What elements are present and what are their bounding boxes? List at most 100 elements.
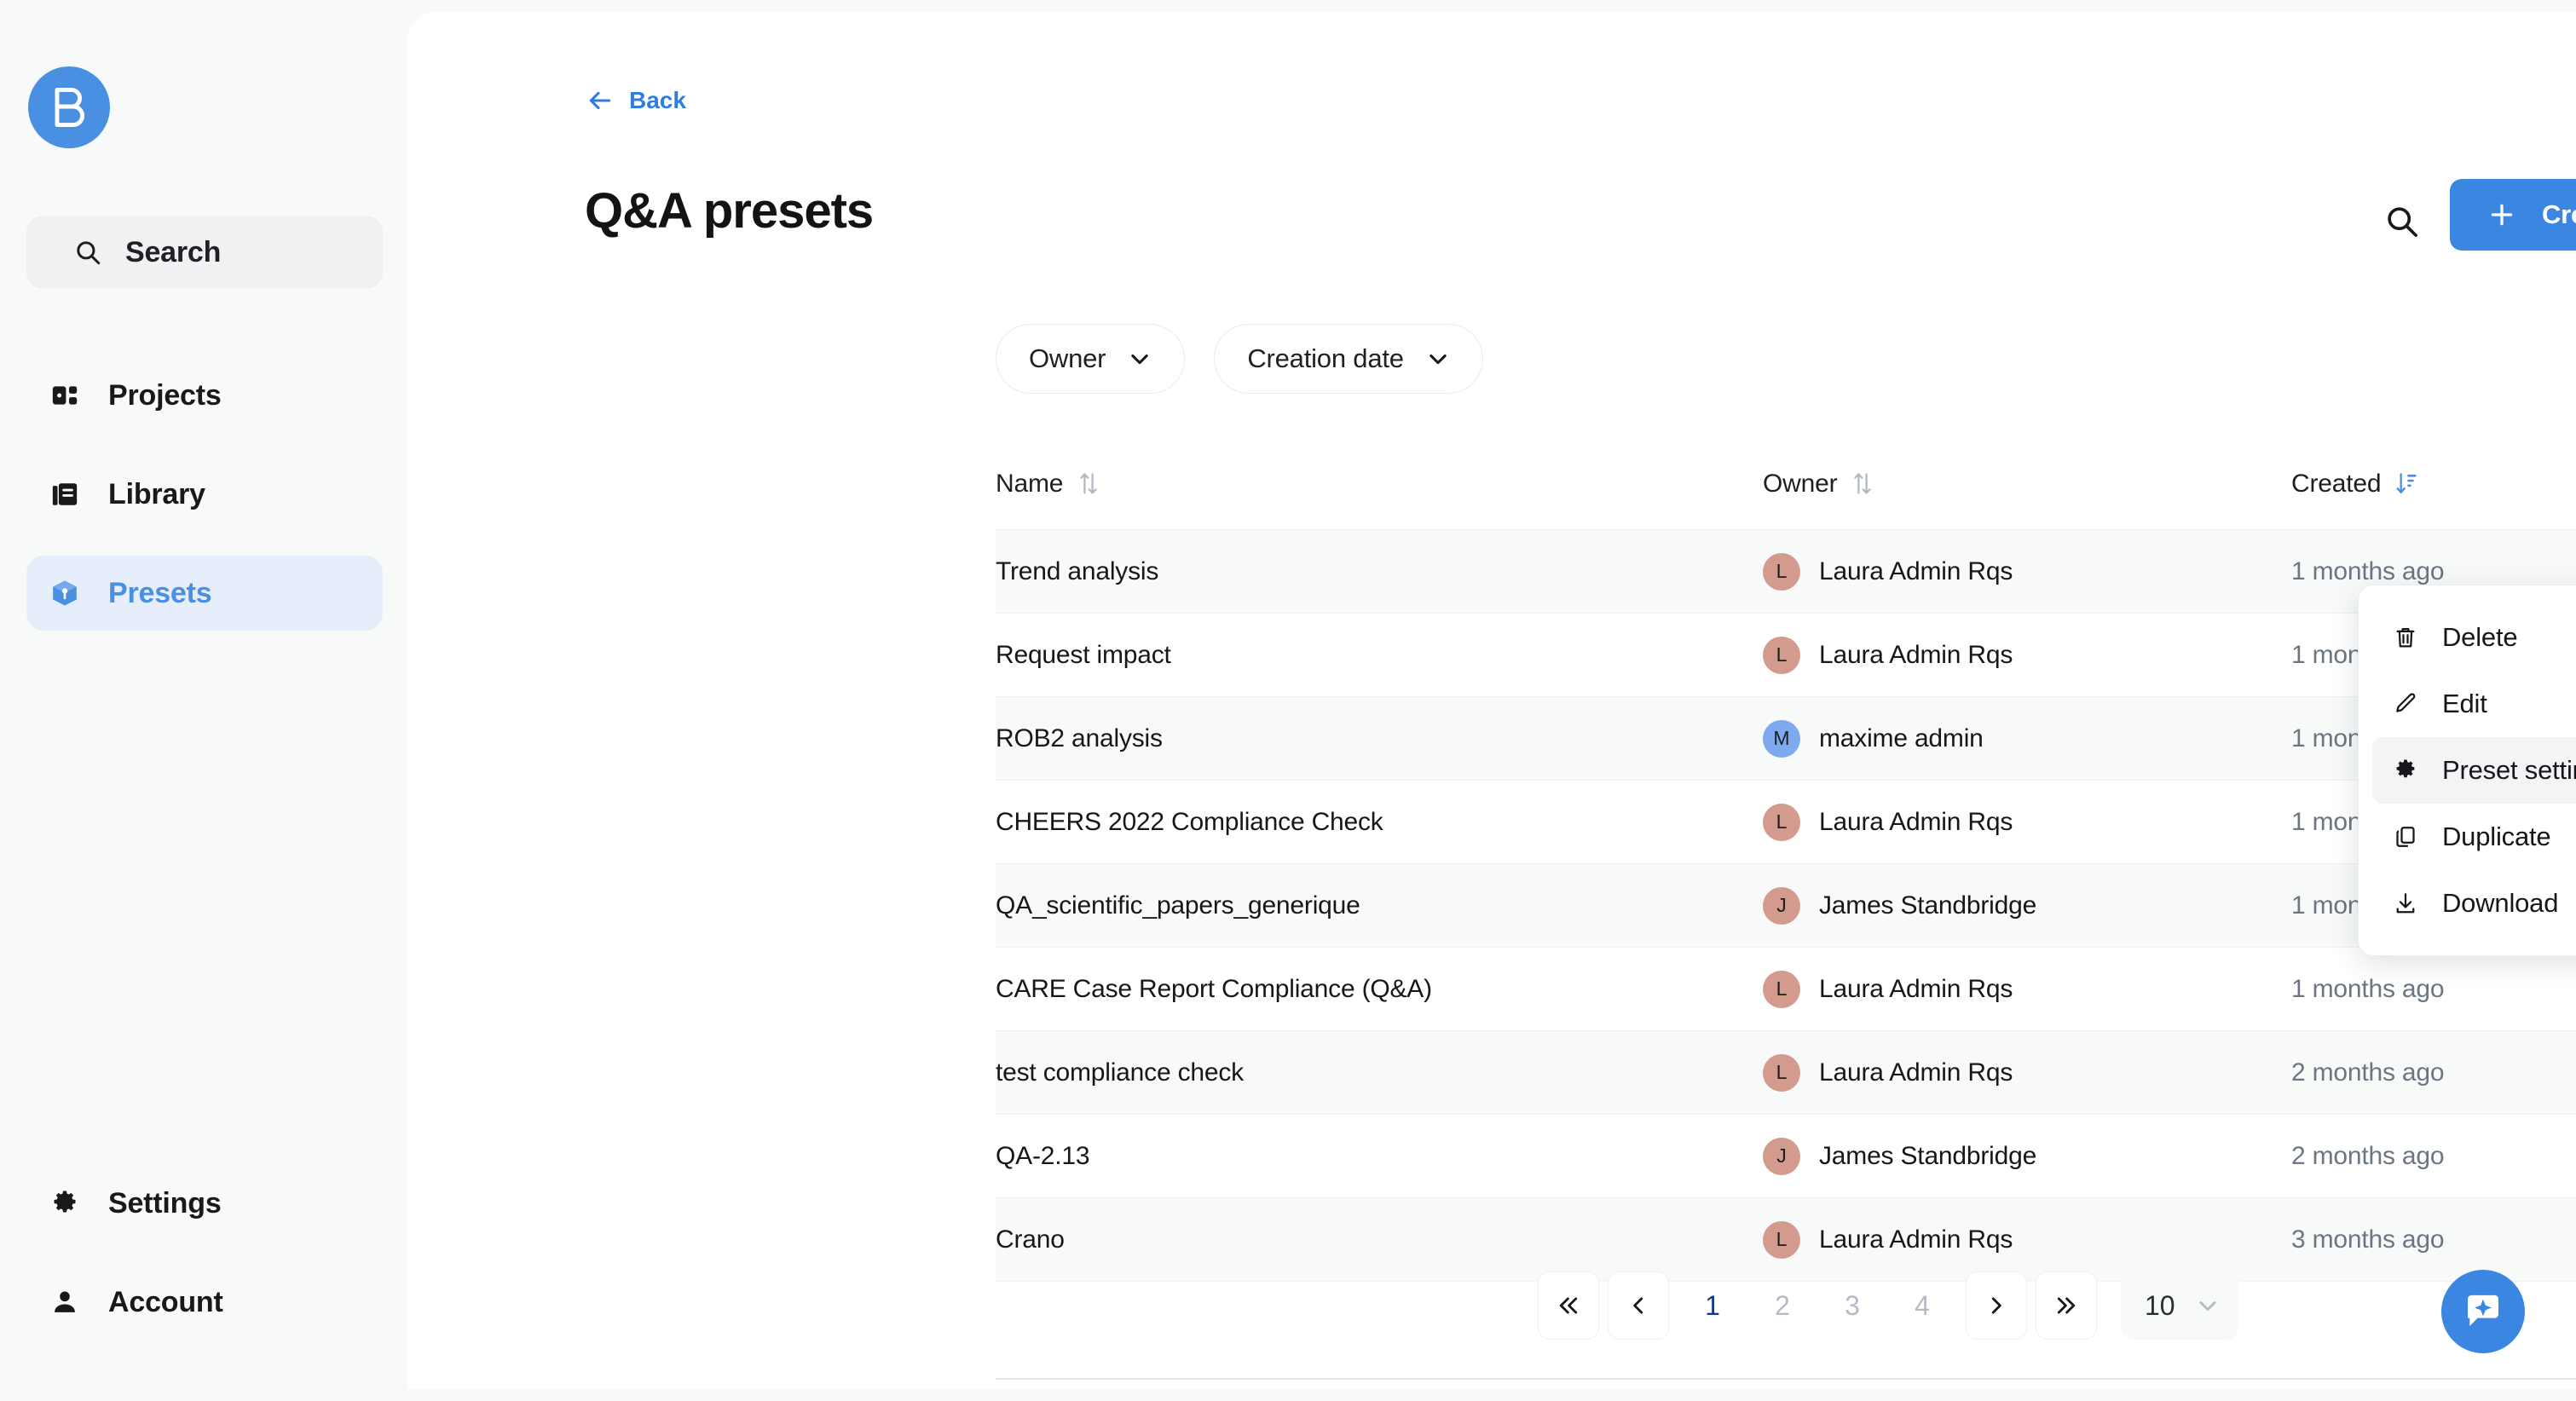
pagination-page-2[interactable]: 2 [1775, 1289, 1790, 1321]
created-at: 2 months ago [2291, 1058, 2445, 1087]
pagination-next-button[interactable] [1966, 1271, 2027, 1340]
column-header-label: Owner [1763, 469, 1838, 498]
table-row[interactable]: Crano L Laura Admin Rqs 3 months ago [996, 1198, 2576, 1282]
main-panel: Back Q&A presets Create new preset Owner… [407, 12, 2576, 1389]
filter-creation-date-label: Creation date [1247, 343, 1404, 373]
avatar: L [1763, 803, 1800, 841]
pagination-first-button[interactable] [1538, 1271, 1599, 1340]
sidebar-item-projects[interactable]: Projects [26, 358, 383, 433]
projects-icon [49, 379, 81, 412]
column-header-name[interactable]: Name [996, 470, 1763, 499]
pagination-page-1[interactable]: 1 [1705, 1289, 1720, 1321]
menu-item-edit[interactable]: Edit [2372, 671, 2576, 737]
owner-name: James Standbridge [1819, 891, 2037, 920]
chevron-down-icon [2199, 1301, 2216, 1312]
search-icon [77, 241, 101, 265]
owner-name: Laura Admin Rqs [1819, 974, 2013, 1003]
sidebar-search-label: Search [125, 235, 222, 268]
preset-name: CHEERS 2022 Compliance Check [996, 807, 1383, 836]
created-at: 2 months ago [2291, 1141, 2445, 1170]
logo-b-icon [55, 88, 85, 127]
sidebar-item-label: Projects [108, 378, 222, 412]
table-row[interactable]: Request impact L Laura Admin Rqs 1 month… [996, 614, 2576, 697]
sort-icon [1854, 472, 1872, 493]
double-chevron-right-icon [2057, 1297, 2076, 1314]
avatar: M [1763, 719, 1800, 758]
sidebar-item-label: Presets [108, 576, 212, 609]
plus-icon [2491, 204, 2513, 226]
double-chevron-left-icon [1559, 1297, 1578, 1314]
menu-item-duplicate[interactable]: Duplicate [2372, 804, 2576, 870]
sidebar-item-settings[interactable]: Settings [26, 1166, 383, 1241]
back-label: Back [629, 87, 686, 113]
presets-cube-icon [49, 577, 81, 609]
search-icon[interactable] [2383, 203, 2421, 240]
library-icon [49, 478, 81, 510]
menu-item-preset-settings[interactable]: Preset settings [2372, 737, 2576, 804]
trash-icon [2391, 623, 2420, 652]
gear-icon [2391, 756, 2420, 785]
filter-owner-label: Owner [1029, 343, 1106, 373]
menu-item-delete[interactable]: Delete [2372, 604, 2576, 671]
menu-item-label: Duplicate [2442, 822, 2551, 851]
sidebar-nav-bottom: Settings Account [26, 1166, 383, 1340]
table-row[interactable]: test compliance check L Laura Admin Rqs … [996, 1031, 2576, 1115]
create-new-preset-button[interactable]: Create new preset [2450, 179, 2576, 251]
preset-name: QA_scientific_papers_generique [996, 891, 1360, 920]
pagination-page-3[interactable]: 3 [1845, 1289, 1860, 1321]
table-row[interactable]: CHEERS 2022 Compliance Check L Laura Adm… [996, 781, 2576, 864]
table-row[interactable]: QA_scientific_papers_generique J James S… [996, 864, 2576, 948]
chevron-down-icon [1131, 354, 1148, 365]
table-row[interactable]: CARE Case Report Compliance (Q&A) L Laur… [996, 948, 2576, 1031]
pencil-icon [2391, 689, 2420, 718]
table-row[interactable]: ROB2 analysis M maxime admin 1 months ag… [996, 697, 2576, 781]
sidebar-item-label: Account [108, 1285, 223, 1318]
preset-name: Crano [996, 1225, 1065, 1254]
table-row[interactable]: QA-2.13 J James Standbridge 2 months ago [996, 1115, 2576, 1198]
filter-creation-date[interactable]: Creation date [1214, 324, 1483, 394]
sidebar-item-library[interactable]: Library [26, 457, 383, 532]
created-at: 1 months ago [2291, 974, 2445, 1003]
person-icon [49, 1286, 81, 1318]
pagination-last-button[interactable] [2036, 1271, 2097, 1340]
owner-name: James Standbridge [1819, 1141, 2037, 1170]
sort-descending-icon [2396, 472, 2417, 493]
copy-icon [2391, 822, 2420, 851]
sidebar-search[interactable]: Search [26, 216, 383, 288]
brand-logo[interactable] [28, 66, 110, 148]
arrow-left-icon [589, 91, 611, 110]
pagination: 1 2 3 4 10 [1538, 1271, 2238, 1340]
chat-fab-button[interactable] [2441, 1270, 2525, 1353]
pagination-prev-button[interactable] [1608, 1271, 1669, 1340]
filter-owner[interactable]: Owner [996, 324, 1186, 394]
menu-item-label: Download [2442, 888, 2559, 918]
preset-name: CARE Case Report Compliance (Q&A) [996, 974, 1432, 1003]
avatar: L [1763, 970, 1800, 1008]
sidebar-item-presets[interactable]: Presets [26, 556, 383, 631]
preset-name: Request impact [996, 640, 1171, 669]
download-icon [2391, 889, 2420, 918]
row-context-menu: Delete Edit Preset settings [2358, 585, 2576, 956]
sidebar-item-label: Library [108, 477, 205, 510]
back-link[interactable]: Back [586, 87, 686, 114]
owner-name: maxime admin [1819, 724, 1984, 752]
column-header-owner[interactable]: Owner [1763, 470, 2291, 499]
menu-item-label: Edit [2442, 689, 2487, 718]
preset-name: QA-2.13 [996, 1141, 1090, 1170]
presets-table: Name Owner Created [996, 438, 2576, 1282]
table-row[interactable]: Trend analysis L Laura Admin Rqs 1 month… [996, 530, 2576, 614]
preset-name: test compliance check [996, 1058, 1244, 1087]
menu-item-label: Preset settings [2442, 755, 2576, 785]
page-size-select[interactable]: 10 [2121, 1271, 2238, 1340]
created-at: 1 months ago [2291, 556, 2445, 585]
column-header-created[interactable]: Created [2291, 470, 2576, 499]
pagination-page-4[interactable]: 4 [1915, 1289, 1930, 1321]
preset-name: ROB2 analysis [996, 724, 1163, 752]
table-header-row: Name Owner Created [996, 438, 2576, 530]
page-size-value: 10 [2145, 1289, 2175, 1321]
menu-item-download[interactable]: Download [2372, 870, 2576, 937]
avatar: J [1763, 1137, 1800, 1175]
column-header-label: Created [2291, 469, 2382, 498]
sidebar-item-account[interactable]: Account [26, 1265, 383, 1340]
page-title: Q&A presets [585, 183, 874, 239]
